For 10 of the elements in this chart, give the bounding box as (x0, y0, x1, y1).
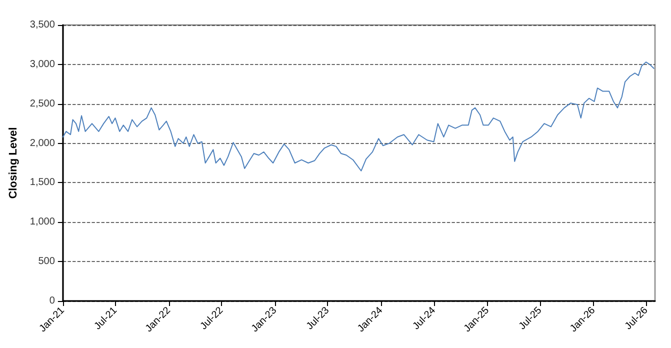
y-axis-title: Closing Level (8, 127, 20, 199)
y-tick-label: 3,500 (30, 20, 56, 30)
y-tick-label: 0 (49, 296, 56, 306)
line-series (62, 62, 654, 172)
y-tick-label: 1,000 (30, 216, 56, 228)
y-tick-label: 3,000 (30, 58, 56, 70)
y-tick-label: 2,000 (30, 138, 56, 149)
y-tick-label: 500 (38, 256, 56, 268)
y-tick-label: 2,500 (30, 98, 56, 110)
y-tick-label: 1,500 (30, 177, 56, 188)
